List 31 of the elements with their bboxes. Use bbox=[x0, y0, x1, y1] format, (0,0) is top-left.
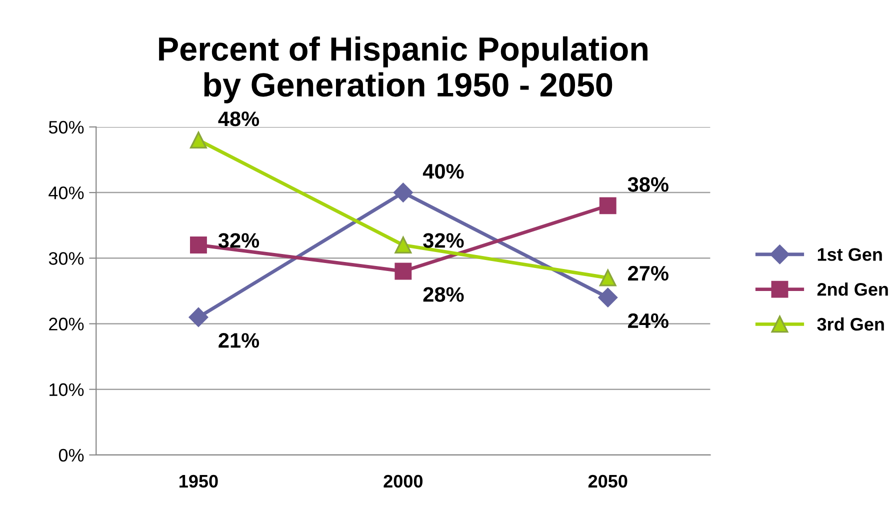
legend-label: 2nd Gen bbox=[817, 282, 888, 296]
point bbox=[190, 236, 207, 254]
y-tick-label: 0% bbox=[58, 448, 84, 462]
x-tick-label: 2000 bbox=[384, 474, 423, 488]
point bbox=[190, 132, 207, 149]
data-label: 21% bbox=[218, 333, 260, 348]
legend-label: 3rd Gen bbox=[817, 317, 884, 331]
point bbox=[394, 236, 412, 254]
data-label: 40% bbox=[422, 164, 464, 179]
data-label: 24% bbox=[628, 313, 668, 328]
point bbox=[393, 182, 413, 202]
data-label: 38% bbox=[628, 177, 668, 192]
x-tick-label: 1950 bbox=[180, 474, 218, 488]
x-tick-label: 2050 bbox=[588, 474, 628, 488]
point bbox=[394, 262, 412, 280]
data-label: 32% bbox=[423, 233, 464, 248]
y-tick-label: 10% bbox=[50, 383, 84, 396]
point bbox=[599, 269, 616, 286]
data-label: 48% bbox=[218, 111, 260, 126]
point bbox=[188, 308, 208, 327]
y-tick-label: 20% bbox=[49, 318, 84, 330]
point bbox=[598, 288, 618, 308]
legend-label: 1st Gen bbox=[818, 248, 882, 261]
chart-title: Percent of Hispanic Population by Generation 1950 - 2050 bbox=[159, 36, 648, 104]
y-tick-label: 30% bbox=[48, 252, 84, 265]
point bbox=[599, 197, 616, 214]
y-tick-label: 50% bbox=[48, 120, 84, 134]
data-label: 27% bbox=[628, 266, 668, 281]
y-tick-label: 40% bbox=[48, 186, 84, 200]
data-label: 28% bbox=[423, 287, 464, 302]
data-label: 32% bbox=[218, 233, 260, 248]
